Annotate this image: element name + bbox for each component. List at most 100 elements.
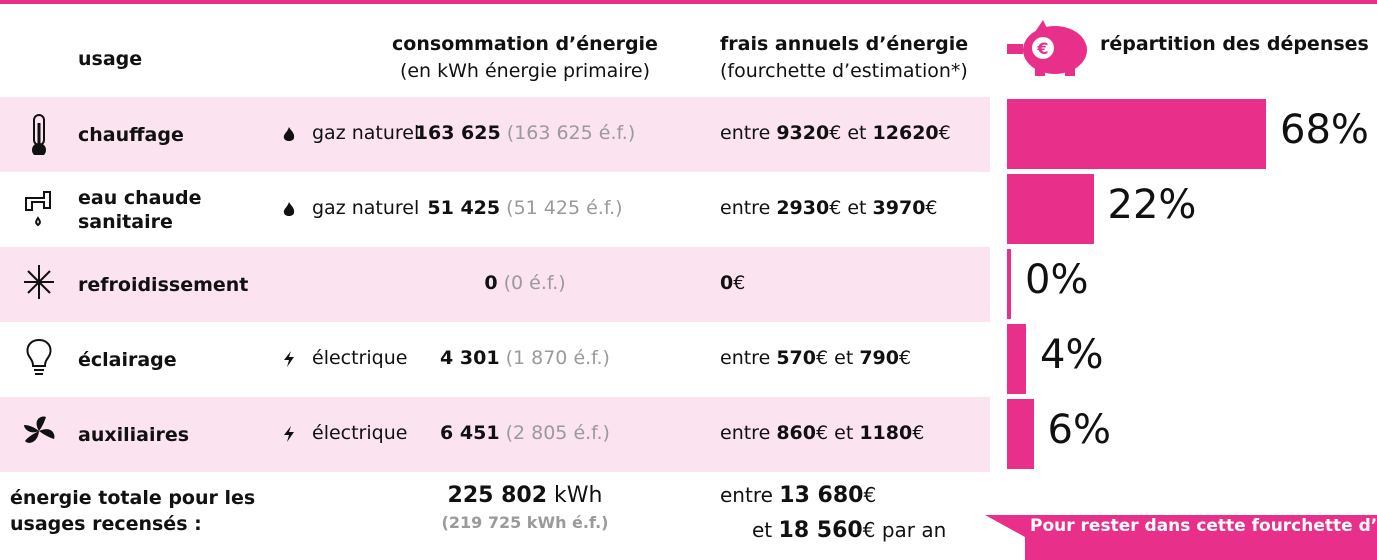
usage-label: éclairage (78, 348, 177, 371)
final-value: (51 425 é.f.) (506, 197, 623, 219)
usage-icon (25, 191, 51, 227)
word: et (847, 197, 867, 219)
usage-label: auxiliaires (78, 423, 190, 446)
consumption: 163 625 (163 625 é.f.) (335, 122, 715, 144)
primary-value: 4 301 (440, 347, 500, 369)
share-bar (1007, 324, 1026, 394)
word: par an (881, 518, 947, 542)
usage-icon (32, 114, 46, 155)
energy-label: électrique (312, 347, 408, 369)
cost-high: 790 (859, 347, 899, 369)
word: € (733, 272, 746, 294)
header-cost: frais annuels d’énergie (720, 33, 969, 55)
cost-low: 0 (720, 272, 734, 294)
cost-high: 3970 (872, 197, 926, 219)
callout-text: Pour rester dans cette fourchette d’esti… (1030, 516, 1377, 536)
value: 13 680 (779, 483, 864, 508)
usage-label: refroidissement (78, 273, 249, 296)
word: entre (720, 483, 773, 507)
usage-label: eau chaude sanitaire (78, 186, 202, 233)
share-bar (1007, 99, 1266, 169)
cost-low: 860 (776, 422, 816, 444)
energy-label: électrique (312, 422, 408, 444)
word: € (829, 122, 842, 144)
cost-high: 1180 (859, 422, 913, 444)
primary-value: 0 (484, 272, 498, 294)
share-bar (1007, 174, 1094, 244)
share-label: 4% (1040, 332, 1104, 378)
total-primary: 225 802 kWh (380, 483, 670, 508)
consumption: 51 425 (51 425 é.f.) (335, 197, 715, 219)
primary-value: 163 625 (414, 122, 501, 144)
value: 18 560 (778, 518, 863, 543)
table-row: auxiliaires électrique 6 451 (2 805 é.f.) e… (0, 397, 990, 472)
energy-icon (283, 127, 295, 141)
share-label: 0% (1025, 257, 1089, 303)
word: € (862, 518, 876, 542)
word: € (938, 122, 951, 144)
word: entre (720, 122, 771, 144)
share-label: 22% (1107, 182, 1197, 228)
word: € (898, 347, 912, 369)
total-cost-high: et 18 560€ par an (752, 518, 946, 543)
final-value: (1 870 é.f.) (505, 347, 610, 369)
energy-label: gaz naturel (312, 197, 420, 219)
consumption: 6 451 (2 805 é.f.) (335, 422, 715, 444)
cost: entre 9320€ et 12620€ (720, 122, 951, 144)
total-primary-value: 225 802 (447, 483, 548, 508)
table-row: eau chaude sanitaire gaz naturel 51 425 (5… (0, 172, 990, 247)
word: € (912, 422, 925, 444)
callout-box (985, 515, 1377, 560)
word: € (815, 422, 829, 444)
usage-icon (26, 338, 52, 375)
primary-value: 51 425 (427, 197, 501, 219)
share-label: 68% (1280, 107, 1369, 153)
consumption: 4 301 (1 870 é.f.) (335, 347, 715, 369)
cost: entre 2930€ et 3970€ (720, 197, 938, 219)
word: entre (720, 422, 771, 444)
header-share: répartition des dépenses (1100, 33, 1369, 55)
word: et (847, 122, 867, 144)
cost-low: 9320 (776, 122, 830, 144)
word: entre (720, 347, 771, 369)
header-consumption-unit: (en kWh énergie primaire) (399, 60, 651, 82)
energy-icon (284, 426, 294, 442)
primary-value: 6 451 (440, 422, 500, 444)
consumption: 0 (0 é.f.) (335, 272, 715, 294)
table-row: éclairage électrique 4 301 (1 870 é.f.) ent… (0, 322, 990, 397)
energy-label: gaz naturel (312, 122, 420, 144)
word: € (863, 483, 877, 507)
word: et (752, 518, 773, 542)
usage-icon (24, 416, 55, 443)
final-value: (2 805 é.f.) (505, 422, 610, 444)
total-unit: kWh (554, 483, 603, 508)
word: € (925, 197, 938, 219)
header-usage: usage (78, 48, 143, 70)
energy-icon (284, 351, 294, 367)
top-rule (0, 0, 1377, 4)
share-bar (1007, 399, 1034, 469)
table-row: chauffage gaz naturel 163 625 (163 625 é.f… (0, 97, 990, 172)
word: et (834, 347, 854, 369)
word: entre (720, 197, 771, 219)
final-value: (0 é.f.) (503, 272, 566, 294)
total-final: (219 725 kWh é.f.) (441, 513, 609, 532)
usage-label: chauffage (78, 123, 184, 146)
word: € (815, 347, 829, 369)
cost: entre 570€ et 790€ (720, 347, 911, 369)
energy-icon (283, 202, 295, 216)
share-label: 6% (1047, 407, 1111, 453)
share-bar (1007, 249, 1011, 319)
usage-icon (24, 265, 54, 299)
total-label: énergie totale pour les usages recensés … (10, 487, 256, 535)
cost-high: 12620 (872, 122, 939, 144)
piggy-icon: € (1007, 20, 1087, 76)
cost-low: 570 (776, 347, 816, 369)
word: et (834, 422, 854, 444)
svg-text:€: € (1036, 39, 1048, 58)
cost: 0€ (720, 272, 745, 294)
final-value: (163 625 é.f.) (506, 122, 636, 144)
header-consumption: consommation d’énergie (392, 33, 658, 55)
word: € (829, 197, 842, 219)
